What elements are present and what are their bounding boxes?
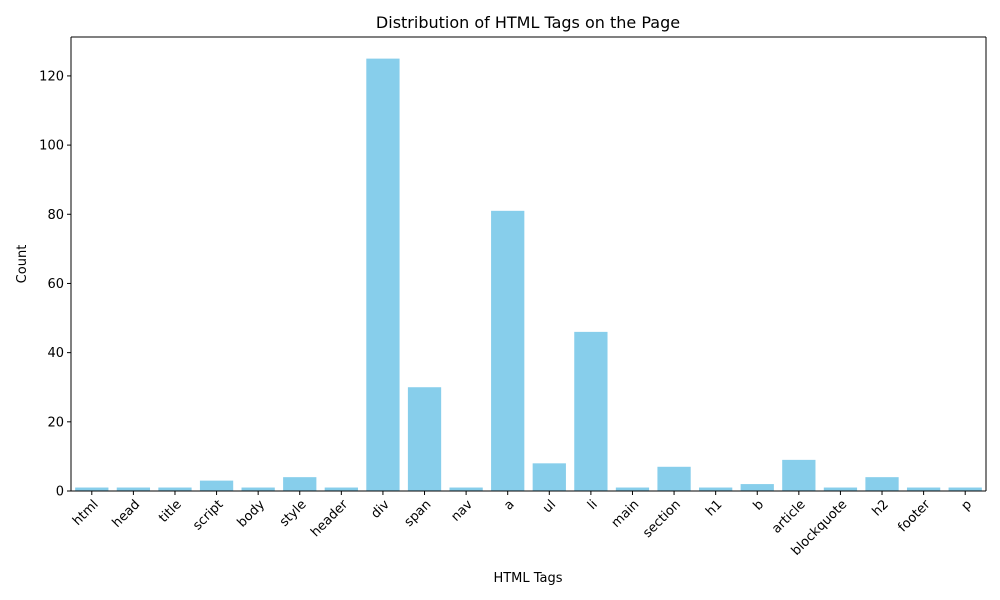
bar-header [324,487,358,491]
y-tick-label-60: 60 [47,277,64,292]
x-tick-label-h1: h1 [703,497,725,519]
bar-style [283,477,317,491]
bar-ul [532,463,566,491]
axes-layer [70,36,987,492]
bar-span [407,387,442,491]
bar-a [491,210,525,491]
x-tick-label-footer: footer [895,497,934,536]
y-tick-label-80: 80 [47,208,64,223]
x-tick-label-p: p [959,497,975,513]
bar-h1 [699,487,733,491]
x-tick-label-b: b [751,497,767,513]
bar-p [948,487,982,491]
bar-article [782,459,816,491]
x-tick-label-head: head [110,497,144,531]
y-axis-ticks: 0 20 40 60 80 100 120 [39,69,71,500]
x-tick-label-li: li [585,497,601,513]
x-tick-label-header: header [308,497,351,540]
x-tick-label-html: html [70,497,102,529]
chart-title: Distribution of HTML Tags on the Page [376,13,680,32]
y-tick-label-20: 20 [47,415,64,430]
bar-title [158,487,192,491]
bar-head [116,487,151,491]
x-tick-label-ul: ul [540,497,559,516]
bar-script [199,480,234,491]
bar-footer [906,487,941,491]
x-axis-label: HTML Tags [493,571,562,586]
x-tick-label-style: style [277,497,310,530]
bar-b [740,484,774,491]
bar-blockquote [823,487,858,491]
bar-div [366,58,400,492]
bar-li [574,331,608,491]
y-axis-label: Count [15,245,30,284]
x-tick-label-span: span [402,497,435,530]
bar-main [615,487,650,491]
bars-layer [75,58,982,492]
x-tick-label-div: div [368,497,393,522]
x-tick-label-section: section [640,497,684,541]
y-tick-label-0: 0 [56,485,64,500]
x-tick-label-script: script [190,497,226,533]
x-tick-label-a: a [501,497,517,513]
x-tick-label-article: article [769,497,808,536]
x-tick-label-main: main [609,497,643,531]
y-tick-label-40: 40 [47,346,64,361]
bar-body [241,487,275,491]
x-tick-label-h2: h2 [870,497,892,519]
bar-section [657,466,691,491]
bar-nav [449,487,483,491]
x-tick-label-body: body [235,497,269,531]
x-tick-label-title: title [156,497,185,526]
y-tick-label-120: 120 [39,69,64,84]
bar-h2 [865,477,899,491]
bar-html [75,487,109,491]
y-tick-label-100: 100 [39,139,64,154]
x-tick-label-nav: nav [448,497,476,525]
